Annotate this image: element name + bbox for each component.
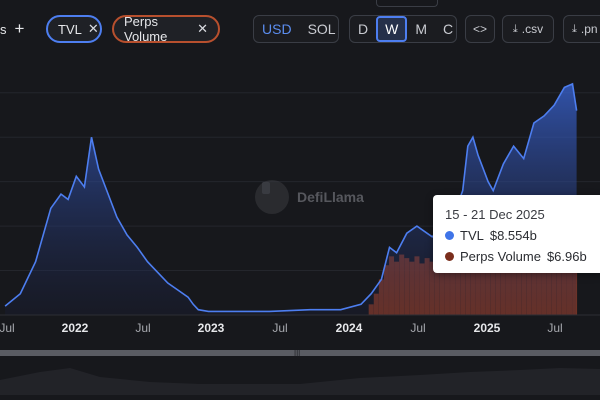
- png-label: .pn: [580, 22, 598, 36]
- csv-label: .csv: [521, 22, 544, 36]
- toolbar: s + TVL ✕ Perps Volume ✕ USD SOL D W M C…: [0, 0, 600, 60]
- interval-d[interactable]: D: [358, 21, 369, 37]
- interval-w[interactable]: W: [376, 16, 408, 42]
- x-tick-label: 2024: [336, 321, 363, 335]
- metric-chip-label: TVL: [58, 21, 82, 37]
- embed-button[interactable]: <>: [465, 15, 495, 43]
- currency-usd[interactable]: USD: [262, 21, 292, 37]
- range-slider-track[interactable]: [0, 350, 600, 356]
- range-slider-handle[interactable]: |||: [294, 349, 300, 358]
- llama-logo-icon: [255, 180, 289, 214]
- watermark: DefiLlama: [255, 180, 364, 214]
- x-tick-label: Jul: [547, 321, 562, 335]
- interval-toggle: D W M C: [349, 15, 457, 43]
- range-slider-preview: [0, 368, 600, 395]
- download-png-button[interactable]: ⤓ .pn: [563, 15, 600, 43]
- file-download-icon: ⤓: [572, 22, 577, 35]
- metric-chip-label: Perps Volume: [124, 14, 168, 44]
- file-download-icon: ⤓: [512, 22, 518, 35]
- code-icon: <>: [472, 22, 487, 36]
- series-dot-icon: [445, 231, 454, 240]
- tvl-line: [4, 82, 578, 313]
- add-metric-label: s: [0, 21, 7, 37]
- tooltip-series-value: $6.96b: [546, 249, 587, 264]
- tooltip-row-tvl: TVL $8.554b: [445, 228, 537, 243]
- currency-sol[interactable]: SOL: [307, 21, 336, 37]
- collapsed-tab[interactable]: [376, 0, 438, 7]
- close-icon[interactable]: ✕: [197, 21, 208, 36]
- close-icon[interactable]: ✕: [87, 21, 99, 36]
- watermark-text: DefiLlama: [297, 189, 364, 205]
- tooltip-series-name: TVL: [460, 228, 484, 243]
- add-metric-button[interactable]: s +: [0, 15, 36, 43]
- x-tick-label: Jul: [0, 321, 15, 335]
- llama-logo-icon: [262, 182, 270, 194]
- interval-m[interactable]: M: [415, 21, 428, 37]
- tooltip-series-value: $8.554b: [489, 228, 537, 243]
- metric-chip-tvl[interactable]: TVL ✕: [46, 15, 102, 43]
- x-tick-label: Jul: [410, 321, 425, 335]
- tooltip-series-name: Perps Volume: [460, 249, 541, 264]
- x-tick-label: 2023: [198, 321, 225, 335]
- plus-icon: +: [14, 19, 25, 38]
- currency-toggle: USD SOL: [253, 15, 339, 43]
- x-tick-label: 2025: [474, 321, 501, 335]
- chart-tooltip: 15 - 21 Dec 2025 TVL $8.554b Perps Volum…: [433, 195, 600, 273]
- x-tick-label: Jul: [135, 321, 150, 335]
- interval-c[interactable]: C: [443, 21, 454, 37]
- x-tick-label: 2022: [62, 321, 89, 335]
- x-tick-label: Jul: [272, 321, 287, 335]
- download-csv-button[interactable]: ⤓ .csv: [502, 15, 554, 43]
- x-axis: Jul 2022 Jul 2023 Jul 2024 Jul 2025 Jul: [0, 321, 563, 335]
- metric-chip-perps-volume[interactable]: Perps Volume ✕: [112, 14, 220, 44]
- tooltip-row-perps-volume: Perps Volume $6.96b: [445, 249, 587, 264]
- tooltip-date: 15 - 21 Dec 2025: [445, 207, 545, 222]
- series-dot-icon: [445, 252, 454, 261]
